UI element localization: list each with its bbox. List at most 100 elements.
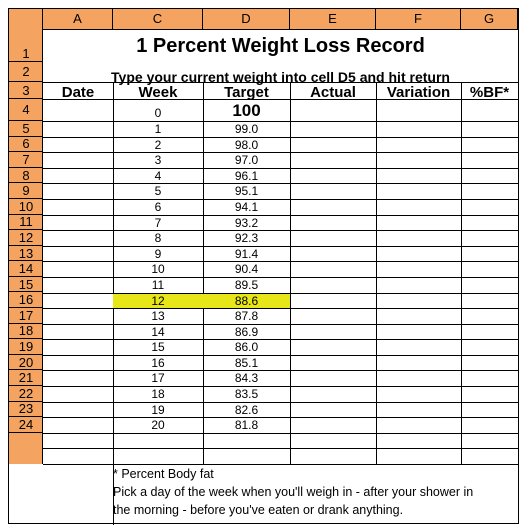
grid-line (203, 82, 204, 464)
column-header-e[interactable]: E (290, 9, 376, 29)
target-cell[interactable]: 86.9 (234, 324, 259, 339)
week-cell[interactable]: 20 (151, 418, 165, 433)
week-cell[interactable]: 4 (154, 168, 162, 183)
grid-line (43, 183, 518, 184)
row-number-7[interactable]: 7 (9, 152, 43, 168)
row-number-22[interactable]: 22 (9, 386, 43, 402)
week-cell[interactable]: 15 (151, 340, 165, 355)
sheet-title: 1 Percent Weight Loss Record (136, 35, 425, 57)
row-number-9[interactable]: 9 (9, 183, 43, 199)
grid-line (43, 199, 518, 200)
grid-line (43, 152, 518, 153)
row-number-3[interactable]: 3 (9, 82, 43, 99)
row-number-1[interactable]: 1 (9, 29, 43, 62)
target-cell[interactable]: 99.0 (234, 122, 259, 136)
grid-line (43, 261, 518, 262)
grid-line (43, 82, 518, 83)
grid-line (43, 168, 518, 169)
row-number-10[interactable]: 10 (9, 199, 43, 215)
grid-line (43, 137, 518, 138)
week-cell[interactable]: 3 (154, 153, 162, 168)
week-cell[interactable]: 9 (154, 246, 162, 261)
target-cell[interactable]: 88.6 (234, 293, 259, 308)
week-cell[interactable]: 2 (154, 137, 162, 152)
week-cell[interactable]: 1 (154, 122, 162, 136)
week-cell[interactable]: 6 (154, 199, 162, 214)
week-cell[interactable]: 8 (154, 231, 162, 246)
grid-line (43, 230, 518, 231)
target-cell[interactable]: 86.0 (234, 340, 259, 355)
row-number-16[interactable]: 16 (9, 292, 43, 309)
row-number-24[interactable]: 24 (9, 417, 43, 433)
week-cell[interactable]: 7 (154, 215, 162, 230)
target-cell[interactable]: 95.1 (234, 184, 259, 199)
grid-line (43, 246, 518, 247)
target-cell[interactable]: 81.8 (234, 418, 259, 433)
row-number-15[interactable]: 15 (9, 277, 43, 293)
header--bf: %BF* (469, 84, 510, 101)
column-header-g[interactable]: G (461, 9, 518, 29)
column-header-c[interactable]: C (113, 9, 203, 29)
week-cell[interactable]: 13 (151, 309, 165, 324)
row-number-19[interactable]: 19 (9, 339, 43, 355)
grid-line (43, 448, 518, 449)
grid-line (43, 277, 518, 278)
grid-line (461, 82, 462, 464)
week-cell[interactable]: 5 (154, 184, 162, 199)
row-number-17[interactable]: 17 (9, 308, 43, 324)
grid-line (290, 82, 291, 464)
target-cell[interactable]: 90.4 (234, 262, 259, 277)
column-header-d[interactable]: D (203, 9, 290, 29)
target-cell[interactable]: 82.6 (234, 402, 259, 417)
week-cell[interactable]: 19 (151, 402, 165, 417)
week-cell[interactable]: 10 (151, 262, 165, 277)
week-cell[interactable]: 16 (151, 355, 165, 370)
target-cell[interactable]: 92.3 (234, 231, 259, 246)
target-cell[interactable]: 89.5 (234, 277, 259, 292)
week-cell[interactable]: 17 (151, 371, 165, 386)
target-cell[interactable]: 96.1 (234, 168, 259, 183)
instructions-line-2: the morning - before you've eaten or dra… (113, 503, 404, 517)
target-cell[interactable]: 93.2 (234, 215, 259, 230)
select-all-corner[interactable] (9, 9, 43, 29)
start-week-cell[interactable]: 0 (154, 106, 162, 120)
week-cell[interactable]: 11 (151, 277, 165, 292)
row-number-20[interactable]: 20 (9, 355, 43, 371)
grid-line (43, 386, 518, 387)
grid-line (43, 339, 518, 340)
column-header-f[interactable]: F (376, 9, 461, 29)
row-number-6[interactable]: 6 (9, 136, 43, 153)
grid-line (43, 433, 518, 434)
row-number-13[interactable]: 13 (9, 246, 43, 262)
target-cell[interactable]: 91.4 (234, 246, 259, 261)
row-number-18[interactable]: 18 (9, 323, 43, 340)
row-number-4[interactable]: 4 (9, 99, 43, 121)
column-header-a[interactable]: A (43, 9, 113, 29)
row-number-14[interactable]: 14 (9, 261, 43, 277)
grid-line (113, 82, 114, 464)
target-cell[interactable]: 98.0 (234, 137, 259, 152)
grid-line (43, 99, 518, 100)
start-target-cell[interactable]: 100 (232, 101, 261, 120)
target-cell[interactable]: 84.3 (234, 371, 259, 386)
row-number-23[interactable]: 23 (9, 401, 43, 418)
grid-line (43, 308, 518, 309)
week-cell[interactable]: 12 (151, 293, 165, 308)
grid-line (43, 324, 518, 325)
row-number-11[interactable]: 11 (9, 214, 43, 231)
row-number-12[interactable]: 12 (9, 230, 43, 246)
week-cell[interactable]: 14 (151, 324, 165, 339)
row-number-8[interactable]: 8 (9, 168, 43, 184)
target-cell[interactable]: 85.1 (234, 355, 259, 370)
target-cell[interactable]: 97.0 (234, 153, 259, 168)
target-cell[interactable]: 83.5 (234, 387, 259, 402)
grid-line (113, 464, 114, 525)
row-number-5[interactable]: 5 (9, 121, 43, 137)
row-number-21[interactable]: 21 (9, 370, 43, 387)
target-cell[interactable]: 87.8 (234, 309, 259, 324)
week-cell[interactable]: 18 (151, 387, 165, 402)
row-number-2[interactable]: 2 (9, 62, 43, 82)
target-cell[interactable]: 94.1 (234, 199, 259, 214)
